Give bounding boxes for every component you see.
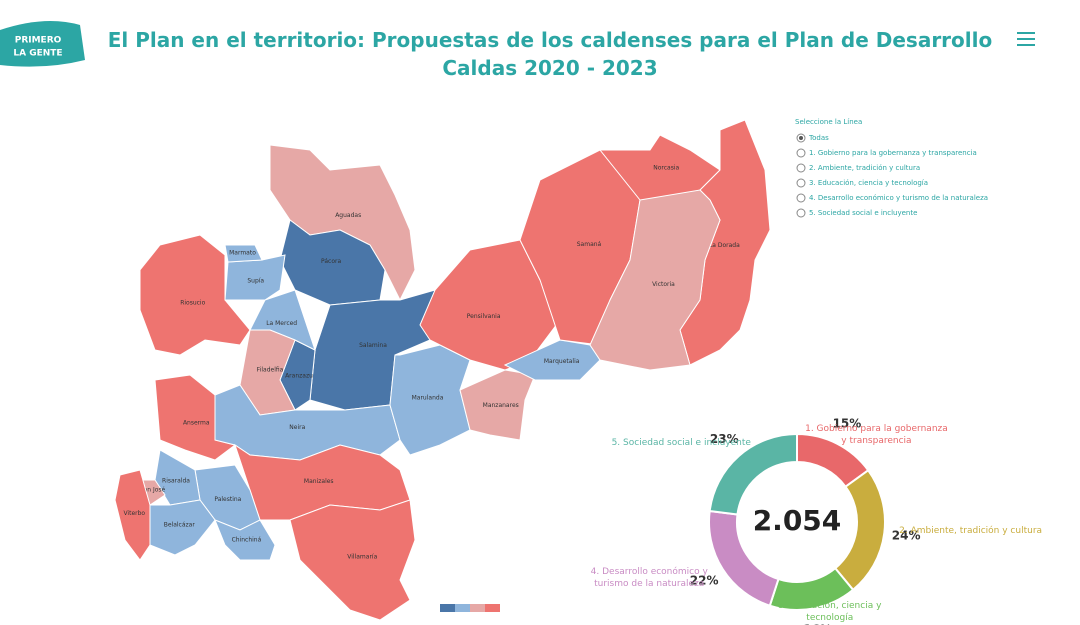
logo-text: PRIMERO [15, 36, 62, 46]
page-title: El Plan en el territorio: Propuestas de … [100, 26, 1000, 82]
municipality-label: La Merced [266, 320, 297, 327]
municipality[interactable] [214, 519, 276, 561]
municipality[interactable] [139, 234, 251, 356]
municipality[interactable] [289, 499, 416, 621]
filter-option: 4. Desarrollo económico y turismo de la … [809, 194, 988, 202]
logo-text: LA GENTE [13, 49, 62, 59]
logo-shape [0, 21, 85, 67]
filter-option: Todas [808, 134, 829, 142]
municipality-label: Belalcázar [164, 522, 196, 529]
radio[interactable] [796, 148, 806, 158]
title-line: El Plan en el territorio: Propuestas de … [107, 28, 993, 52]
category-label: 2. Ambiente, tradición y cultura [899, 525, 1043, 536]
municipality-label: Villamaría [347, 553, 377, 560]
municipality-label: Viterbo [123, 510, 145, 517]
municipality-label: Norcasia [653, 165, 679, 172]
municipality-label: Marulanda [412, 395, 444, 402]
scale-swatch [440, 604, 455, 612]
radio[interactable] [796, 178, 806, 188]
municipality-label: Marquetalia [544, 358, 580, 365]
filter-option: 5. Sociedad social e incluyente [809, 209, 917, 217]
municipality-label: San José [140, 487, 166, 494]
municipality[interactable] [459, 369, 536, 441]
value-label: 15% [833, 416, 862, 430]
donut-segment [708, 432, 798, 516]
municipality-label: Filadelfia [257, 367, 284, 374]
value-label: 16% [803, 623, 832, 625]
radio[interactable] [796, 193, 806, 203]
municipality-label: Aranzazu [285, 373, 313, 380]
municipality-label: La Dorada [709, 242, 740, 249]
municipality-label: Manzanares [483, 402, 519, 409]
municipality-label: Risaralda [162, 478, 190, 485]
scale-swatch [485, 604, 500, 612]
municipality[interactable] [279, 219, 386, 306]
municipality-label: Victoria [652, 281, 675, 288]
municipality-label: Salamina [359, 342, 387, 349]
municipality[interactable] [224, 244, 263, 263]
municipality-label: Pensilvania [467, 313, 501, 320]
municipality-label: Marmato [229, 250, 256, 257]
map: Aguadas Pácora Salamina Aranzazu Riosucio Sup… [114, 119, 771, 621]
municipality-label: Samaná [577, 241, 602, 248]
municipality-label: Aguadas [335, 212, 361, 219]
scale-swatch [470, 604, 485, 612]
municipality-label: Neira [289, 424, 305, 431]
municipality[interactable] [224, 254, 286, 301]
filter-label: Seleccione la Línea [795, 118, 862, 126]
municipality[interactable] [589, 189, 721, 371]
value-label: 24% [892, 528, 921, 542]
radio-dot [799, 136, 803, 140]
municipality[interactable] [149, 499, 216, 556]
municipality-label: Manizales [304, 478, 334, 485]
menu-icon[interactable] [1017, 32, 1035, 46]
municipality-label: Chinchiná [232, 537, 262, 544]
scale-swatch [455, 604, 470, 612]
value-label: 22% [690, 573, 719, 587]
category-label: 1. Gobierno para la gobernanza y transpa… [805, 423, 948, 446]
category-label: 3. Educación, ciencia y tecnología [778, 601, 882, 623]
municipality-label: Anserma [183, 420, 210, 427]
category-label: 5. Sociedad social e incluyente [611, 437, 751, 448]
municipality-label: Pácora [321, 258, 341, 265]
donut-segment [833, 468, 886, 592]
category-label: 4. Desarrollo económico y turismo de la … [590, 566, 708, 589]
filter-option: 1. Gobierno para la gobernanza y transpa… [809, 149, 977, 157]
filter-option: 2. Ambiente, tradición y cultura [809, 164, 920, 172]
radio[interactable] [796, 163, 806, 173]
filter-option: 3. Educación, ciencia y tecnología [809, 179, 928, 187]
radio[interactable] [796, 208, 806, 218]
center-label: 2.054 [753, 504, 842, 537]
municipality[interactable] [114, 469, 151, 561]
title-line: Caldas 2020 - 2023 [442, 56, 658, 80]
value-label: 23% [710, 432, 739, 446]
municipality-label: Supía [247, 278, 264, 285]
municipality-label: Palestina [214, 496, 241, 503]
municipality-label: Riosucio [180, 300, 205, 307]
